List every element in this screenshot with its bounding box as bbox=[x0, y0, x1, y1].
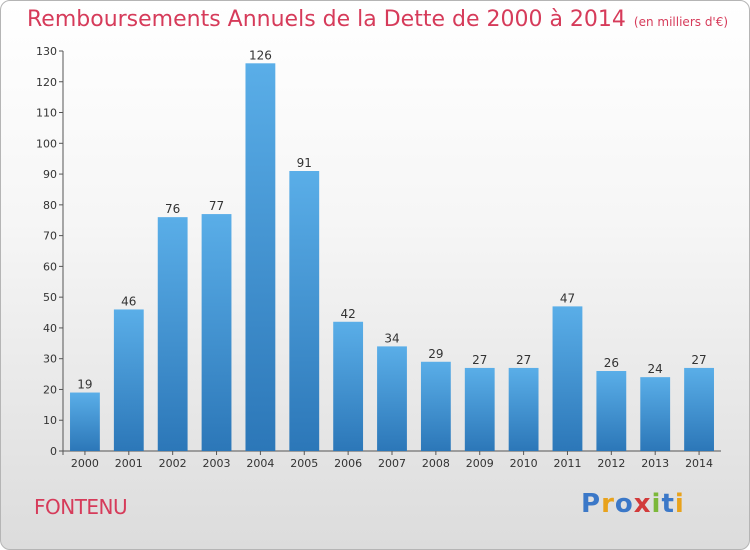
value-label-2002: 76 bbox=[165, 202, 180, 216]
axes: 0 10 20 30 40 50 60 70 80 90 100 110 120 130 2000 2001 2… bbox=[36, 45, 721, 470]
bars: 19 46 76 77 126 91 42 34 29 27 27 47 26 24 27 bbox=[70, 48, 714, 452]
value-label-2003: 77 bbox=[209, 199, 224, 213]
logo-letter: i bbox=[674, 489, 685, 519]
y-tick-label: 70 bbox=[43, 230, 57, 243]
bar-2014 bbox=[684, 367, 714, 451]
x-tick-label-2010: 2010 bbox=[510, 457, 538, 470]
x-tick-label-2007: 2007 bbox=[378, 457, 406, 470]
value-label-2007: 34 bbox=[384, 331, 399, 345]
bar-2005 bbox=[289, 171, 320, 451]
commune-name: FONTENU bbox=[34, 495, 128, 519]
value-label-2001: 46 bbox=[121, 294, 136, 308]
value-label-2013: 24 bbox=[648, 362, 663, 376]
y-tick-label: 0 bbox=[50, 445, 57, 458]
proxiti-logo: Proxiti bbox=[581, 489, 685, 519]
value-label-2011: 47 bbox=[560, 291, 575, 305]
x-tick-label-2003: 2003 bbox=[203, 457, 231, 470]
value-label-2012: 26 bbox=[604, 356, 619, 370]
x-tick-label-2008: 2008 bbox=[422, 457, 450, 470]
bar-2000 bbox=[70, 392, 100, 451]
logo-letter: r bbox=[601, 489, 615, 519]
logo-letter: t bbox=[661, 489, 675, 519]
value-label-2004: 126 bbox=[249, 48, 272, 62]
value-label-2014: 27 bbox=[691, 353, 706, 367]
x-tick-label-2004: 2004 bbox=[246, 457, 274, 470]
title-text: Remboursements Annuels de la Dette de 20… bbox=[27, 7, 626, 32]
bar-2006 bbox=[333, 321, 364, 451]
x-tick-label-2014: 2014 bbox=[685, 457, 713, 470]
bar-2010 bbox=[508, 367, 539, 451]
value-label-2008: 29 bbox=[428, 347, 443, 361]
bar-2008 bbox=[420, 361, 451, 451]
bar-2009 bbox=[464, 367, 495, 451]
y-tick-label: 130 bbox=[36, 45, 57, 58]
y-tick-label: 90 bbox=[43, 168, 57, 181]
x-tick-label-2005: 2005 bbox=[290, 457, 318, 470]
bar-2011 bbox=[552, 306, 583, 451]
bar-2002 bbox=[157, 217, 188, 451]
value-label-2005: 91 bbox=[297, 156, 312, 170]
value-label-2000: 19 bbox=[77, 378, 92, 392]
y-tick-label: 10 bbox=[43, 414, 57, 427]
bar-2004 bbox=[245, 63, 276, 452]
y-tick-label: 30 bbox=[43, 353, 57, 366]
y-tick-label: 20 bbox=[43, 383, 57, 396]
x-tick-label-2013: 2013 bbox=[641, 457, 669, 470]
bar-2003 bbox=[201, 214, 232, 451]
logo-letter: i bbox=[651, 489, 662, 519]
logo-letter: x bbox=[633, 489, 652, 519]
y-tick-label: 110 bbox=[36, 107, 57, 120]
y-tick-label: 60 bbox=[43, 260, 57, 273]
bar-2012 bbox=[596, 371, 627, 451]
x-tick-label-2001: 2001 bbox=[115, 457, 143, 470]
y-tick-label: 40 bbox=[43, 322, 57, 335]
logo-letter: P bbox=[581, 489, 602, 519]
value-label-2009: 27 bbox=[472, 353, 487, 367]
bar-2001 bbox=[113, 309, 144, 451]
logo-letter: o bbox=[614, 489, 634, 519]
x-tick-label-2000: 2000 bbox=[71, 457, 99, 470]
value-label-2006: 42 bbox=[340, 307, 355, 321]
x-tick-label-2009: 2009 bbox=[466, 457, 494, 470]
y-tick-label: 80 bbox=[43, 199, 57, 212]
bar-2013 bbox=[640, 377, 671, 451]
title-unit: (en milliers d'€) bbox=[633, 15, 729, 29]
y-tick-label: 100 bbox=[36, 137, 57, 150]
x-tick-label-2006: 2006 bbox=[334, 457, 362, 470]
x-tick-label-2011: 2011 bbox=[553, 457, 581, 470]
chart-title: Remboursements Annuels de la Dette de 20… bbox=[27, 7, 728, 32]
value-label-2010: 27 bbox=[516, 353, 531, 367]
x-tick-label-2012: 2012 bbox=[597, 457, 625, 470]
bar-2007 bbox=[377, 346, 407, 451]
y-tick-label: 50 bbox=[43, 291, 57, 304]
x-tick-label-2002: 2002 bbox=[159, 457, 187, 470]
y-tick-label: 120 bbox=[36, 76, 57, 89]
